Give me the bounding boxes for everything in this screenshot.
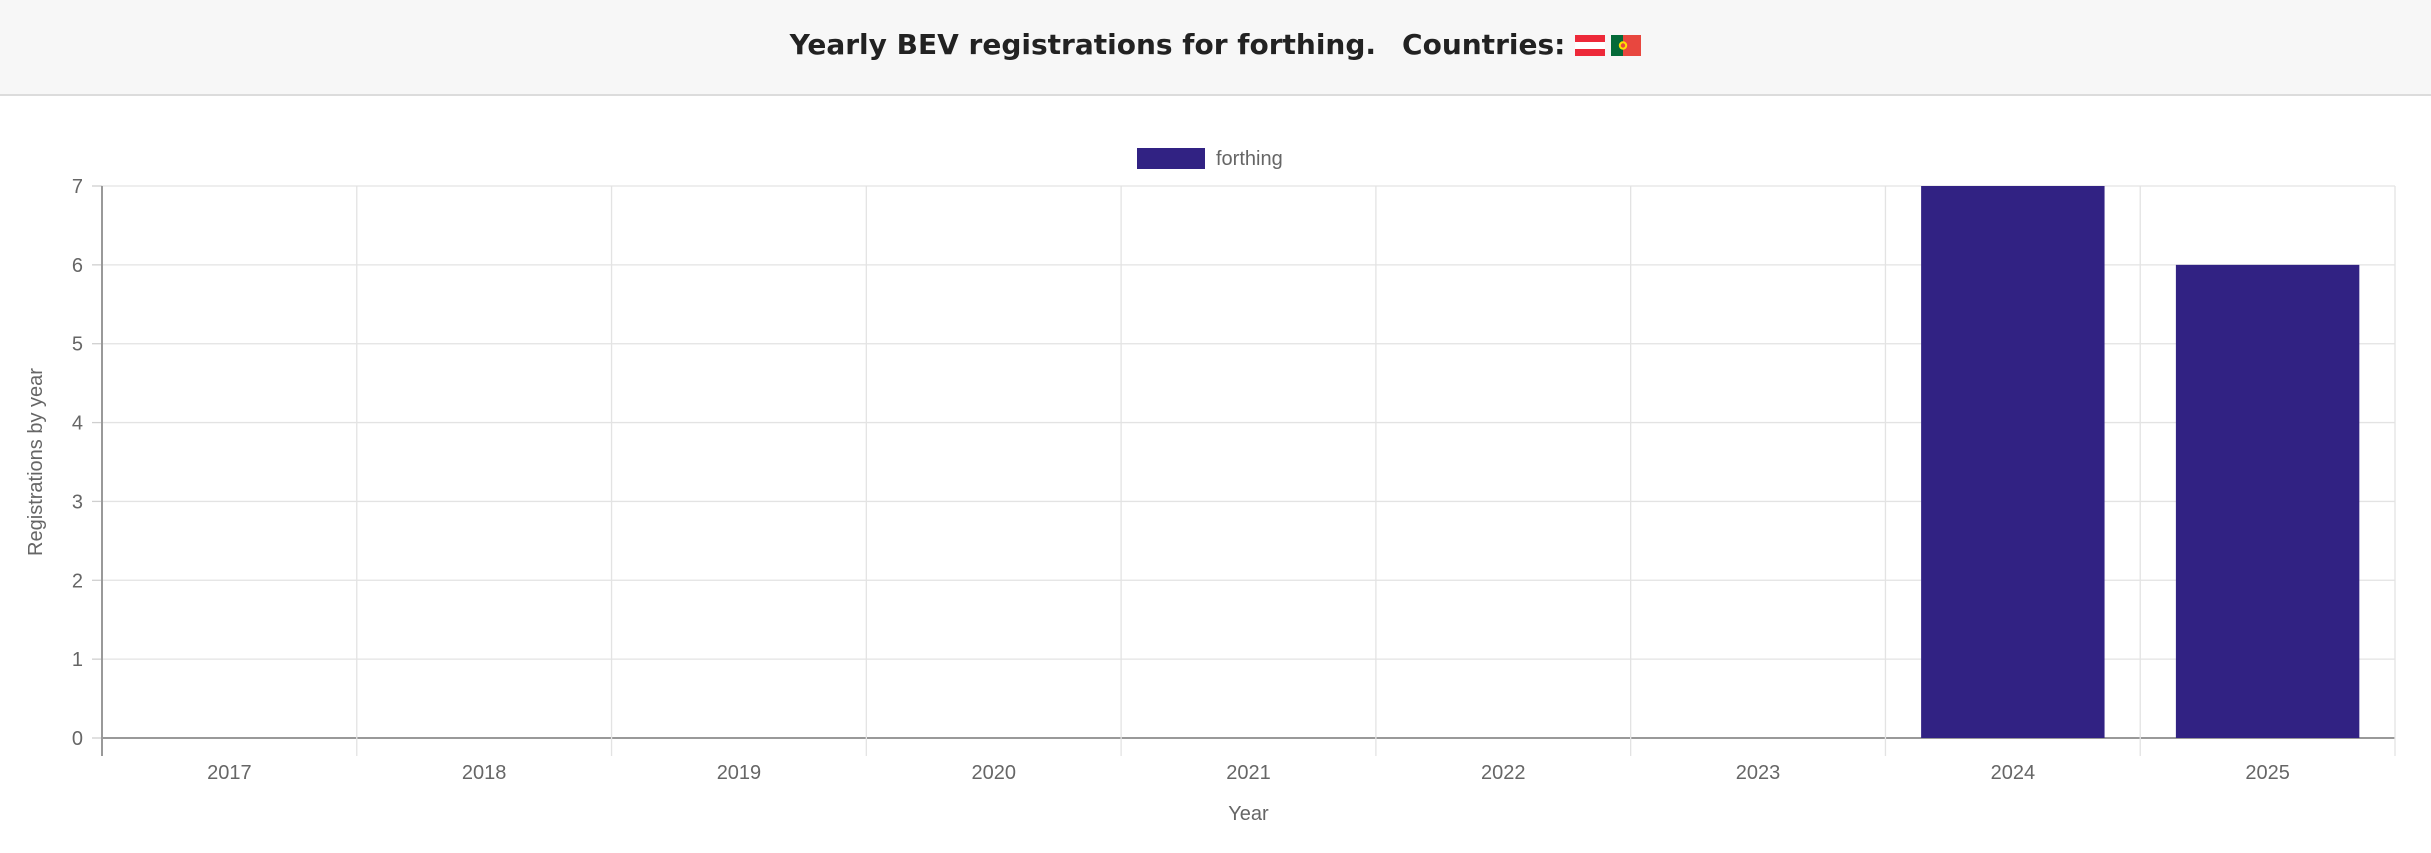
x-tick-label: 2017 [207,762,252,784]
x-tick-label: 2022 [1481,762,1526,784]
bar-2025 [2175,264,2360,738]
chart-title: Yearly BEV registrations for forthing. [789,27,1377,61]
chart-title-bar: Yearly BEV registrations for forthing. C… [790,28,1642,61]
x-tick-label: 2021 [1226,762,1271,784]
y-tick-label: 0 [72,728,83,750]
y-tick-label: 4 [72,413,83,435]
x-axis-title: Year [1228,803,1269,825]
y-tick-label: 6 [72,255,83,277]
legend[interactable]: forthing [1137,148,1283,170]
portugal-flag-icon [1611,34,1642,56]
bar-chart: 0 1 2 3 4 5 6 7 2017 2018 2019 2020 2021 2022 2023 2024… [25,148,2396,825]
y-tick-label: 7 [72,176,83,198]
x-tick-label: 2023 [1736,762,1781,784]
austria-flag-icon [1575,34,1606,56]
y-tick-label: 5 [72,334,83,356]
countries-label: Countries: [1402,27,1566,61]
y-tick-label: 2 [72,570,83,592]
y-tick-label: 1 [72,649,83,671]
legend-label-forthing: forthing [1216,148,1283,170]
chart-header: Yearly BEV registrations for forthing. C… [0,0,2431,96]
legend-swatch-forthing [1137,148,1205,169]
axes: 0 1 2 3 4 5 6 7 2017 2018 2019 2020 2021 2022 2023 2024… [25,176,2290,825]
x-tick-label: 2020 [971,762,1016,784]
x-tick-label: 2019 [717,762,762,784]
bars [1921,186,2360,738]
x-tick-label: 2018 [462,762,507,784]
x-tick-label: 2025 [2245,762,2290,784]
y-tick-label: 3 [72,491,83,513]
x-tick-label: 2024 [1991,762,2036,784]
bar-2024 [1921,186,2105,738]
y-axis-title: Registrations by year [25,368,47,556]
